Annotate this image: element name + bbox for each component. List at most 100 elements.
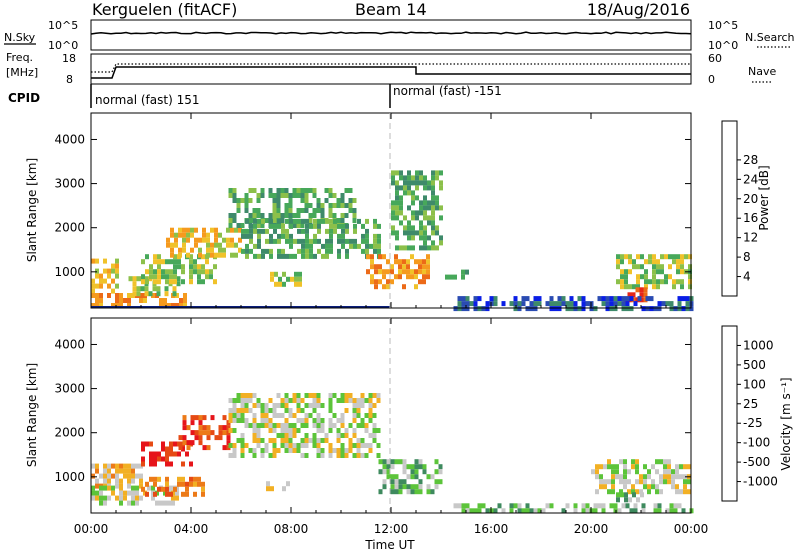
data-cell xyxy=(407,175,411,181)
data-cell xyxy=(565,301,570,307)
data-cell xyxy=(300,443,305,448)
data-cell xyxy=(457,301,462,307)
data-cell xyxy=(232,218,237,223)
data-cell xyxy=(639,292,644,298)
data-cell xyxy=(340,453,345,458)
data-cell xyxy=(276,213,281,218)
data-cell xyxy=(390,464,395,470)
data-cell xyxy=(304,188,309,193)
data-cell xyxy=(173,451,177,457)
data-cell xyxy=(288,413,293,418)
data-cell xyxy=(234,252,238,258)
data-cell xyxy=(402,269,406,275)
data-cell xyxy=(344,433,349,438)
data-cell xyxy=(624,284,628,290)
data-cell xyxy=(245,218,249,224)
colorbar-frame xyxy=(721,120,738,297)
data-cell xyxy=(181,481,185,487)
data-cell xyxy=(639,474,643,480)
data-cell xyxy=(293,238,297,244)
data-cell xyxy=(107,268,111,274)
data-cell xyxy=(230,242,234,248)
data-cell xyxy=(647,469,651,475)
data-cell xyxy=(406,274,410,280)
data-cell xyxy=(340,398,345,403)
data-cell xyxy=(529,301,534,307)
data-cell xyxy=(281,228,285,234)
colorbar-tick-label: 28 xyxy=(743,153,758,167)
data-cell xyxy=(667,464,671,470)
data-cell xyxy=(601,301,606,307)
data-cell xyxy=(435,205,439,211)
data-cell xyxy=(656,284,660,290)
x-tick-label: 20:00 xyxy=(574,522,609,536)
data-cell xyxy=(292,193,297,198)
data-cell xyxy=(325,253,329,259)
data-cell xyxy=(304,393,309,398)
data-cell xyxy=(222,445,227,451)
data-cell xyxy=(345,248,349,254)
date-title: 18/Aug/2016 xyxy=(587,0,690,19)
data-cell xyxy=(244,193,249,198)
data-cell xyxy=(177,441,181,447)
data-cell xyxy=(301,218,305,224)
data-cell xyxy=(390,474,395,480)
data-cell xyxy=(136,291,141,297)
nsky-trace xyxy=(90,31,692,35)
data-cell xyxy=(222,252,226,258)
data-cell xyxy=(257,218,261,224)
data-cell xyxy=(422,259,426,265)
data-cell xyxy=(345,253,349,259)
data-cell xyxy=(402,264,406,270)
data-cell xyxy=(176,276,181,282)
data-cell xyxy=(569,306,574,312)
data-cell xyxy=(288,423,293,428)
data-cell xyxy=(669,301,674,307)
data-cell xyxy=(170,242,174,248)
data-cell xyxy=(197,274,201,280)
data-cell xyxy=(301,248,305,254)
data-cell xyxy=(284,188,289,193)
data-cell xyxy=(376,393,381,398)
power-colorbar-label: Power [dB] xyxy=(757,165,771,230)
data-cell xyxy=(368,393,373,398)
data-cell xyxy=(348,448,353,453)
data-cell xyxy=(321,243,325,249)
data-cell xyxy=(328,208,333,213)
data-cell xyxy=(317,248,321,254)
data-cell xyxy=(426,274,430,280)
data-cell xyxy=(431,225,435,231)
data-cell xyxy=(427,215,431,221)
data-cell xyxy=(189,461,193,467)
data-cell xyxy=(298,271,302,277)
data-cell xyxy=(461,306,466,312)
data-cell xyxy=(230,237,234,243)
data-cell xyxy=(316,398,321,403)
data-cell xyxy=(410,489,415,495)
data-cell xyxy=(364,428,369,433)
data-cell xyxy=(198,440,203,446)
data-cell xyxy=(285,253,289,259)
data-cell xyxy=(648,279,652,285)
data-cell xyxy=(190,247,194,253)
data-cell xyxy=(139,478,143,484)
data-cell xyxy=(688,264,692,270)
data-cell xyxy=(336,418,341,423)
data-cell xyxy=(218,247,222,253)
data-cell xyxy=(373,238,377,244)
data-cell xyxy=(222,237,226,243)
data-cell xyxy=(340,423,345,428)
data-cell xyxy=(399,185,403,191)
data-cell xyxy=(280,443,285,448)
data-cell xyxy=(272,218,277,223)
data-cell xyxy=(157,264,161,270)
freq-tick-top: 18 xyxy=(62,52,76,65)
data-cell xyxy=(337,223,341,229)
data-cell xyxy=(631,484,635,490)
data-cell xyxy=(369,243,373,249)
data-cell xyxy=(628,259,632,265)
data-cell xyxy=(419,210,423,216)
freq-unit: [MHz] xyxy=(6,66,38,79)
data-cell xyxy=(337,253,341,259)
data-cell xyxy=(288,408,293,413)
